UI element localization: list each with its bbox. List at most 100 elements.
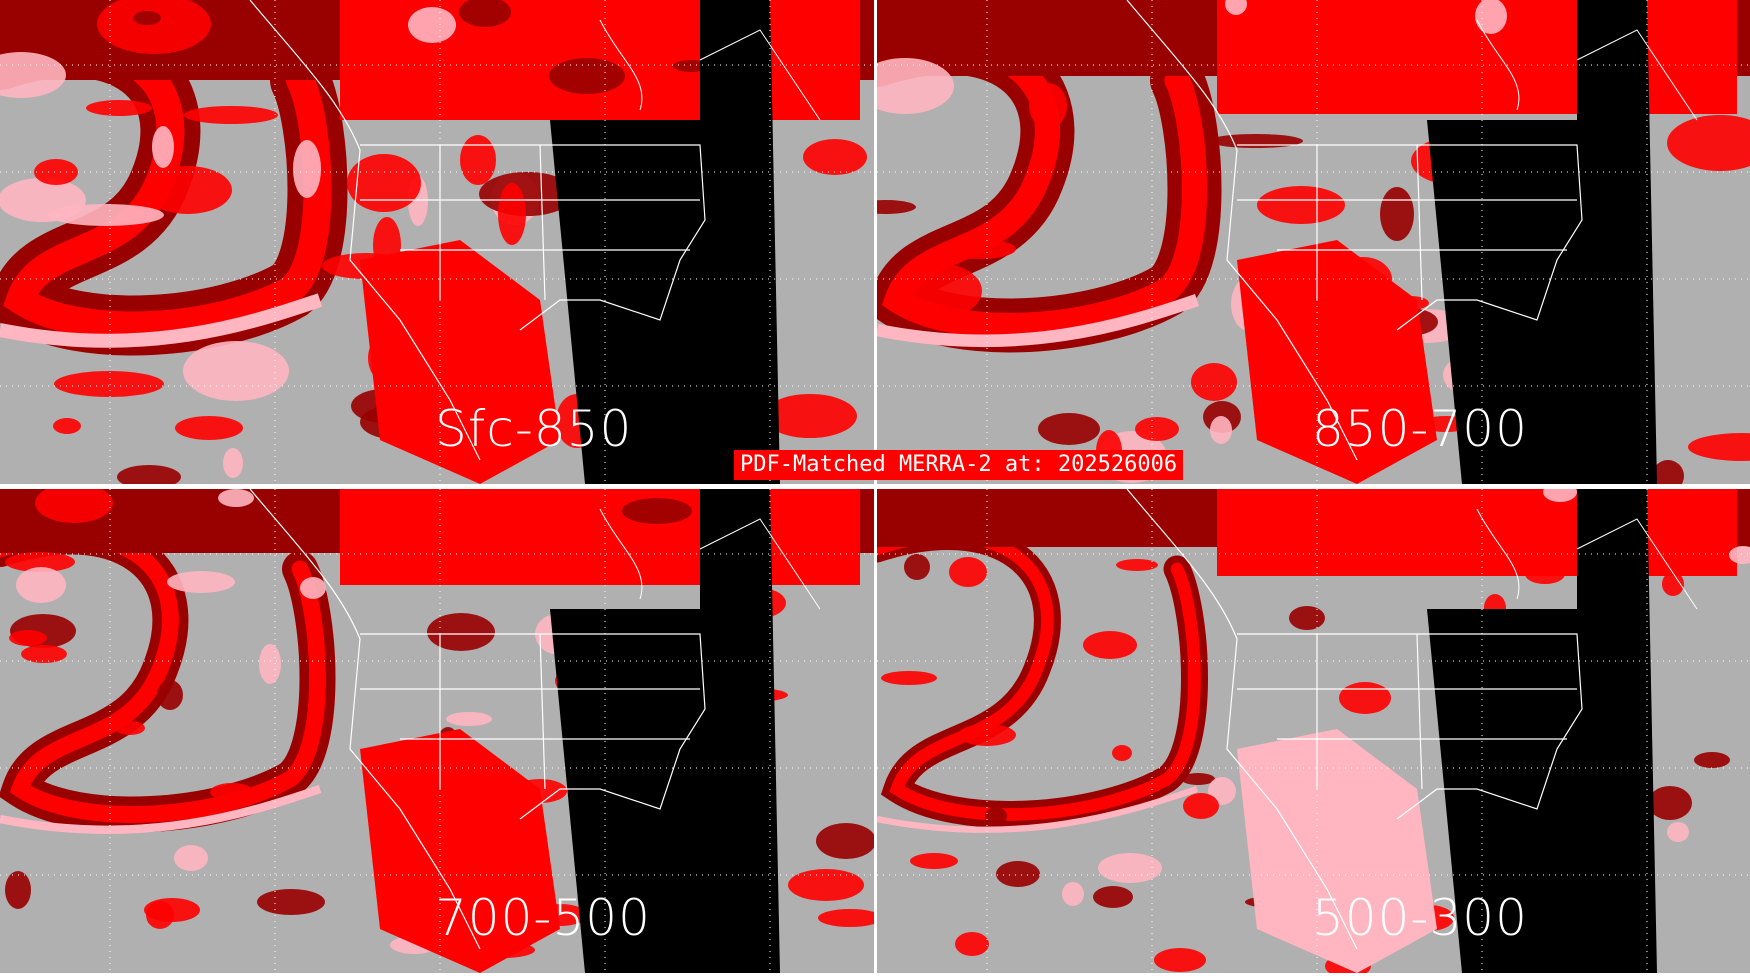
- moisture-blob: [1652, 460, 1684, 484]
- moisture-blob: [1380, 187, 1414, 241]
- moisture-blob: [257, 889, 325, 915]
- map-panel-700-500: 700-500: [0, 489, 874, 973]
- moisture-blob: [881, 671, 937, 685]
- map-image: [0, 0, 874, 484]
- moisture-blob: [184, 106, 278, 124]
- moisture-blob: [1029, 83, 1067, 129]
- moisture-blob: [34, 159, 78, 185]
- moisture-blob: [54, 371, 164, 397]
- moisture-blob: [115, 721, 145, 735]
- moisture-blob: [152, 126, 174, 168]
- coastline-outline: [249, 0, 706, 461]
- night-region: [1427, 489, 1657, 973]
- moisture-blob: [803, 139, 867, 175]
- moisture-blob: [1083, 631, 1137, 659]
- moisture-band: [0, 528, 326, 823]
- panel-label: 850-700: [1312, 400, 1528, 458]
- moisture-blob: [408, 7, 456, 43]
- moisture-blob: [549, 58, 625, 94]
- moisture-blob: [1667, 115, 1750, 171]
- moisture-blob: [1289, 606, 1325, 630]
- moisture-blob: [16, 567, 66, 603]
- moisture-blob: [763, 394, 857, 438]
- moisture-blob: [1667, 822, 1689, 842]
- moisture-blob: [1135, 417, 1179, 441]
- moisture-region: [1217, 489, 1737, 576]
- coastline-outline: [599, 508, 821, 610]
- moisture-blob: [1543, 489, 1577, 502]
- moisture-blob: [167, 571, 235, 593]
- moisture-blob: [1112, 745, 1132, 761]
- moisture-blob: [1257, 186, 1345, 224]
- moisture-region: [360, 729, 560, 973]
- moisture-blob: [1436, 34, 1464, 46]
- moisture-blob: [174, 845, 208, 871]
- moisture-blob: [293, 140, 321, 198]
- map-panel-sfc-850: Sfc-850: [0, 0, 874, 484]
- moisture-blob: [1339, 682, 1391, 714]
- moisture-blob: [1183, 793, 1219, 819]
- moisture-blob: [1024, 0, 1076, 36]
- moisture-blob: [347, 154, 421, 212]
- moisture-blob: [427, 613, 495, 651]
- map-panel-500-300: 500-300: [877, 489, 1750, 973]
- moisture-blob: [816, 823, 874, 859]
- moisture-blob: [1475, 0, 1507, 34]
- moisture-blob: [86, 100, 152, 116]
- moisture-blob: [460, 135, 496, 185]
- moisture-blob: [1729, 546, 1750, 564]
- moisture-blob: [942, 239, 1016, 259]
- night-region: [550, 0, 780, 484]
- moisture-blob: [1154, 948, 1206, 972]
- coastline-outline: [599, 19, 821, 121]
- moisture-blob: [949, 557, 987, 587]
- map-panel-850-700: 850-700: [877, 0, 1750, 484]
- moisture-blob: [144, 166, 232, 214]
- coastline-outline: [1476, 19, 1698, 121]
- moisture-blob: [5, 871, 31, 909]
- moisture-blob: [904, 554, 930, 580]
- coastline-outline: [249, 489, 706, 950]
- moisture-blob: [515, 33, 575, 51]
- moisture-blob: [459, 0, 511, 27]
- moisture-band: [0, 293, 323, 348]
- moisture-blob: [985, 807, 1007, 825]
- moisture-blob: [223, 448, 243, 478]
- moisture-blob: [1210, 416, 1232, 444]
- moisture-blob: [996, 861, 1040, 887]
- moisture-blob: [144, 898, 200, 922]
- moisture-blob: [1098, 853, 1162, 883]
- moisture-blob: [9, 630, 47, 646]
- moisture-region: [1237, 729, 1437, 973]
- moisture-blob: [1225, 0, 1247, 15]
- moisture-blob: [117, 465, 181, 484]
- moisture-band: [877, 294, 1199, 348]
- moisture-blob: [1662, 572, 1684, 596]
- moisture-blob: [1038, 413, 1100, 445]
- moisture-blob: [818, 909, 874, 927]
- night-region: [1427, 0, 1657, 484]
- moisture-blob: [1062, 882, 1084, 906]
- moisture-blob: [877, 200, 916, 214]
- moisture-blob: [0, 52, 66, 98]
- moisture-blob: [1347, 510, 1411, 536]
- moisture-blob: [1191, 363, 1237, 401]
- panel-label: Sfc-850: [435, 400, 633, 458]
- moisture-blob: [955, 932, 989, 956]
- moisture-band: [0, 785, 322, 834]
- moisture-band: [877, 530, 1201, 821]
- moisture-blob: [788, 869, 864, 901]
- panel-label: 500-300: [1312, 889, 1528, 947]
- moisture-blob: [1694, 752, 1730, 768]
- moisture-blob: [1525, 564, 1565, 584]
- moisture-blob: [498, 183, 526, 245]
- moisture-blob: [446, 712, 492, 726]
- moisture-blob: [892, 263, 982, 319]
- moisture-blob: [910, 853, 958, 869]
- moisture-blob: [1327, 0, 1351, 10]
- moisture-blob: [1688, 433, 1750, 461]
- moisture-blob: [53, 418, 81, 434]
- coastline-outline: [1476, 508, 1698, 610]
- coastline-outline: [1126, 0, 1583, 461]
- moisture-blob: [218, 489, 254, 507]
